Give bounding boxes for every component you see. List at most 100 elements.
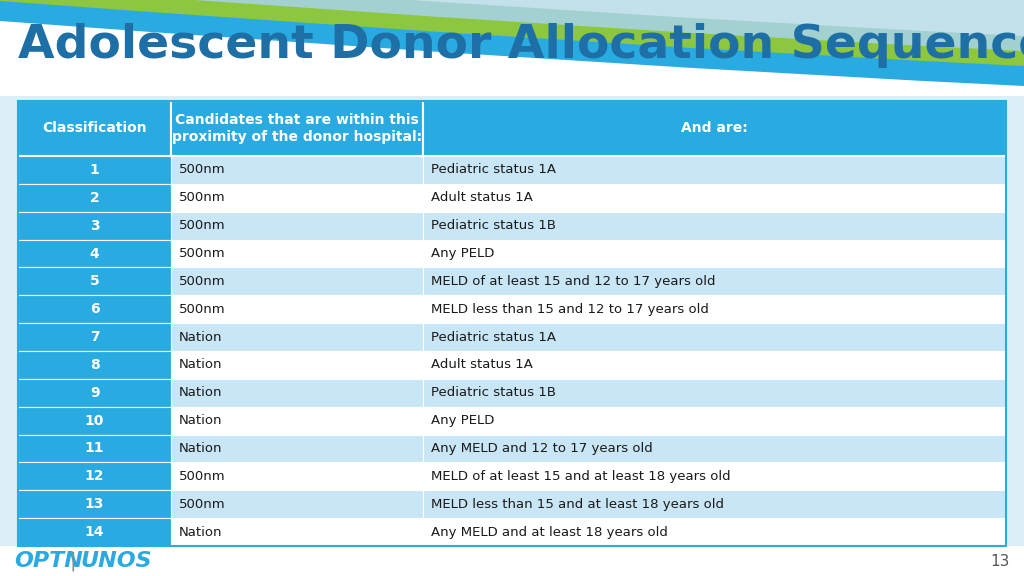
Text: Classification: Classification (42, 122, 146, 135)
Bar (18, 267, 171, 295)
Bar (18, 490, 171, 518)
Text: 500nm: 500nm (179, 275, 225, 288)
Text: 4: 4 (90, 247, 99, 260)
Bar (171, 240, 423, 267)
Text: OPTN: OPTN (14, 551, 83, 571)
Bar (171, 407, 423, 434)
Text: 500nm: 500nm (179, 470, 225, 483)
Text: 8: 8 (90, 358, 99, 372)
Text: MELD less than 15 and 12 to 17 years old: MELD less than 15 and 12 to 17 years old (431, 303, 709, 316)
Text: 14: 14 (85, 525, 104, 539)
Bar (423, 407, 1006, 434)
PathPatch shape (0, 0, 1024, 86)
Bar (423, 156, 1006, 184)
Text: Pediatric status 1B: Pediatric status 1B (431, 386, 556, 399)
Text: Pediatric status 1A: Pediatric status 1A (431, 331, 556, 343)
Text: 500nm: 500nm (179, 247, 225, 260)
Bar (18, 101, 171, 156)
PathPatch shape (0, 0, 1024, 36)
Text: Nation: Nation (179, 386, 222, 399)
Bar (171, 434, 423, 463)
Bar (171, 184, 423, 212)
Text: 11: 11 (85, 441, 104, 456)
Text: 500nm: 500nm (179, 303, 225, 316)
Text: 12: 12 (85, 469, 104, 483)
Text: 5: 5 (90, 274, 99, 289)
Text: Adolescent Donor Allocation Sequence: Adolescent Donor Allocation Sequence (18, 24, 1024, 69)
Text: 3: 3 (90, 219, 99, 233)
Bar (171, 463, 423, 490)
Bar (0, 546, 1024, 576)
Text: Any MELD and at least 18 years old: Any MELD and at least 18 years old (431, 525, 668, 539)
Bar (171, 295, 423, 323)
Bar (423, 518, 1006, 546)
Text: And are:: And are: (681, 122, 748, 135)
Text: 9: 9 (90, 386, 99, 400)
Text: 7: 7 (90, 330, 99, 344)
Text: Any PELD: Any PELD (431, 247, 495, 260)
FancyBboxPatch shape (0, 0, 1024, 96)
Bar (423, 490, 1006, 518)
Text: 500nm: 500nm (179, 219, 225, 232)
Bar (18, 240, 171, 267)
Text: Adult status 1A: Adult status 1A (431, 358, 532, 372)
Text: |: | (70, 551, 77, 571)
Text: UNOS: UNOS (80, 551, 152, 571)
Bar (18, 434, 171, 463)
Text: 13: 13 (85, 497, 104, 511)
Bar (18, 379, 171, 407)
Bar (18, 184, 171, 212)
Bar (423, 212, 1006, 240)
Bar (18, 295, 171, 323)
Text: Nation: Nation (179, 331, 222, 343)
Bar (423, 267, 1006, 295)
Text: Any MELD and 12 to 17 years old: Any MELD and 12 to 17 years old (431, 442, 653, 455)
Bar (171, 351, 423, 379)
Bar (423, 184, 1006, 212)
Text: 1: 1 (90, 163, 99, 177)
PathPatch shape (0, 0, 1024, 51)
Text: 6: 6 (90, 302, 99, 316)
Bar (18, 156, 171, 184)
Text: Nation: Nation (179, 442, 222, 455)
Bar (18, 101, 1006, 546)
Bar (171, 267, 423, 295)
PathPatch shape (0, 0, 1024, 66)
Text: 500nm: 500nm (179, 164, 225, 176)
Text: MELD of at least 15 and 12 to 17 years old: MELD of at least 15 and 12 to 17 years o… (431, 275, 716, 288)
Text: Nation: Nation (179, 525, 222, 539)
Bar (423, 434, 1006, 463)
Text: Candidates that are within this
proximity of the donor hospital:: Candidates that are within this proximit… (172, 113, 422, 143)
Bar (18, 351, 171, 379)
Text: MELD of at least 15 and at least 18 years old: MELD of at least 15 and at least 18 year… (431, 470, 731, 483)
Bar (171, 101, 423, 156)
Bar (423, 101, 1006, 156)
Text: Pediatric status 1B: Pediatric status 1B (431, 219, 556, 232)
Text: 500nm: 500nm (179, 191, 225, 204)
Bar (18, 323, 171, 351)
Text: 2: 2 (90, 191, 99, 205)
Bar (423, 240, 1006, 267)
Text: MELD less than 15 and at least 18 years old: MELD less than 15 and at least 18 years … (431, 498, 724, 511)
Text: 10: 10 (85, 414, 104, 427)
Bar (18, 212, 171, 240)
Text: Adult status 1A: Adult status 1A (431, 191, 532, 204)
Text: Pediatric status 1A: Pediatric status 1A (431, 164, 556, 176)
Bar (18, 407, 171, 434)
Bar (171, 379, 423, 407)
Text: Any PELD: Any PELD (431, 414, 495, 427)
Text: Nation: Nation (179, 414, 222, 427)
Bar (423, 351, 1006, 379)
Bar (171, 212, 423, 240)
Bar (171, 156, 423, 184)
Text: 13: 13 (990, 554, 1010, 569)
Bar (423, 295, 1006, 323)
Bar (171, 323, 423, 351)
Bar (423, 463, 1006, 490)
Bar (171, 490, 423, 518)
Text: Nation: Nation (179, 358, 222, 372)
Bar (423, 323, 1006, 351)
Text: 500nm: 500nm (179, 498, 225, 511)
Bar (18, 463, 171, 490)
Bar (423, 379, 1006, 407)
